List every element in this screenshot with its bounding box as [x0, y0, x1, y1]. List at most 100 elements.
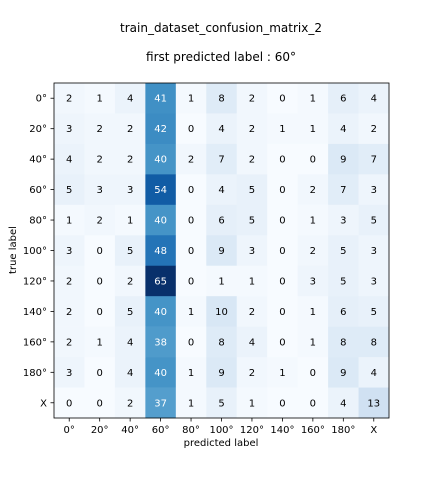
- cell-value-label: 3: [371, 185, 377, 196]
- heatmap-cell: [267, 143, 298, 175]
- heatmap-cell: [54, 296, 85, 327]
- heatmap-cell: [84, 235, 116, 267]
- cell-value-label: 4: [340, 398, 346, 409]
- cell-value-label: 1: [249, 276, 255, 287]
- heatmap-cell: [328, 235, 359, 267]
- heatmap-cell: [175, 204, 207, 236]
- heatmap-cell: [328, 174, 359, 206]
- cell-value-label: 8: [218, 94, 224, 105]
- x-tick-label: 160°: [301, 425, 325, 436]
- cell-value-label: 10: [215, 307, 228, 318]
- heatmap-cell: [175, 265, 207, 297]
- y-tick-label: X: [40, 398, 47, 409]
- cell-value-label: 2: [66, 337, 72, 348]
- cell-value-label: 0: [96, 398, 102, 409]
- heatmap-cell: [358, 265, 390, 297]
- cell-value-label: 2: [249, 124, 255, 135]
- heatmap-cell: [114, 326, 146, 358]
- heatmap-cell: [84, 265, 116, 297]
- heatmap-cell: [145, 357, 177, 388]
- heatmap-cell: [54, 387, 85, 419]
- cell-value-label: 5: [340, 276, 346, 287]
- heatmap-cell: [267, 235, 298, 267]
- heatmap-cell: [145, 83, 177, 114]
- heatmap-cell: [206, 143, 238, 175]
- cell-value-label: 5: [66, 185, 72, 196]
- heatmap-cell: [175, 83, 207, 114]
- x-tick-label: 140°: [270, 425, 294, 436]
- cell-value-label: 5: [127, 307, 133, 318]
- cell-value-label: 0: [188, 124, 194, 135]
- cell-value-label: 0: [279, 307, 285, 318]
- cell-value-label: 40: [154, 155, 167, 166]
- y-tick-label: 180°: [23, 368, 47, 379]
- cell-value-label: 3: [66, 124, 72, 135]
- cell-value-label: 2: [127, 155, 133, 166]
- cell-value-label: 4: [218, 124, 224, 135]
- cell-value-label: 1: [188, 398, 194, 409]
- heatmap-cell: [297, 326, 329, 358]
- plot-frame: [53, 82, 390, 419]
- cell-value-label: 0: [188, 246, 194, 257]
- cell-value-label: 2: [127, 124, 133, 135]
- y-tick-label: 140°: [23, 307, 47, 318]
- cell-value-label: 2: [310, 246, 316, 257]
- cell-value-label: 4: [127, 94, 133, 105]
- cell-value-label: 65: [154, 276, 167, 287]
- cell-value-label: 0: [279, 398, 285, 409]
- cell-value-label: 1: [188, 307, 194, 318]
- heatmap-cell: [267, 83, 298, 114]
- heatmap-cell: [267, 326, 298, 358]
- heatmap-cell: [358, 113, 390, 145]
- cell-value-label: 0: [279, 216, 285, 227]
- heatmap-cell: [267, 113, 298, 145]
- heatmap-cell: [236, 387, 268, 419]
- y-axis-ticks: 0° 20° 40° 60° 80° 100° 120° 140° 160° 180° X: [23, 94, 54, 409]
- x-tick-label: 100°: [209, 425, 233, 436]
- y-tick-label: 100°: [23, 246, 47, 257]
- cell-value-label: 2: [96, 155, 102, 166]
- cell-value-label: 41: [154, 94, 167, 105]
- cell-value-label: 2: [96, 124, 102, 135]
- heatmap-cell: [145, 113, 177, 145]
- cell-value-label: 0: [279, 246, 285, 257]
- heatmap-cell: [175, 296, 207, 327]
- heatmap-cell: [54, 265, 85, 297]
- heatmap-cell: [358, 235, 390, 267]
- cell-value-label: 4: [127, 337, 133, 348]
- cell-value-label: 0: [96, 307, 102, 318]
- cell-value-label: 4: [218, 185, 224, 196]
- heatmap-cell: [206, 204, 238, 236]
- cell-value-label: 1: [279, 368, 285, 379]
- cell-value-label: 9: [218, 246, 224, 257]
- heatmap-cell: [236, 113, 268, 145]
- heatmap-cell: [114, 296, 146, 327]
- cell-value-label: 5: [371, 216, 377, 227]
- cell-value-label: 40: [154, 368, 167, 379]
- heatmap-cell: [236, 326, 268, 358]
- heatmap-cell: [206, 113, 238, 145]
- cell-value-label: 7: [218, 155, 224, 166]
- heatmap-cell: [358, 83, 390, 114]
- cell-value-label: 5: [127, 246, 133, 257]
- heatmap-cell: [145, 174, 177, 206]
- heatmap-cell: [358, 357, 390, 388]
- y-axis-label: true label: [8, 226, 19, 274]
- heatmap-cell: [297, 83, 329, 114]
- cell-value-label: 0: [279, 185, 285, 196]
- heatmap-cell: [328, 387, 359, 419]
- heatmap-cell: [358, 204, 390, 236]
- cell-value-label: 3: [249, 246, 255, 257]
- x-tick-label: X: [370, 425, 377, 436]
- heatmap-cell: [328, 204, 359, 236]
- cell-value-label: 0: [188, 276, 194, 287]
- cell-value-label: 48: [154, 246, 167, 257]
- y-tick-label: 20°: [29, 124, 47, 135]
- cell-value-label: 5: [371, 307, 377, 318]
- cell-value-label: 3: [96, 185, 102, 196]
- heatmap-cell: [84, 113, 116, 145]
- cell-value-label: 3: [340, 216, 346, 227]
- cell-value-label: 0: [96, 368, 102, 379]
- cell-value-label: 2: [66, 276, 72, 287]
- x-axis-label: predicted label: [184, 438, 259, 449]
